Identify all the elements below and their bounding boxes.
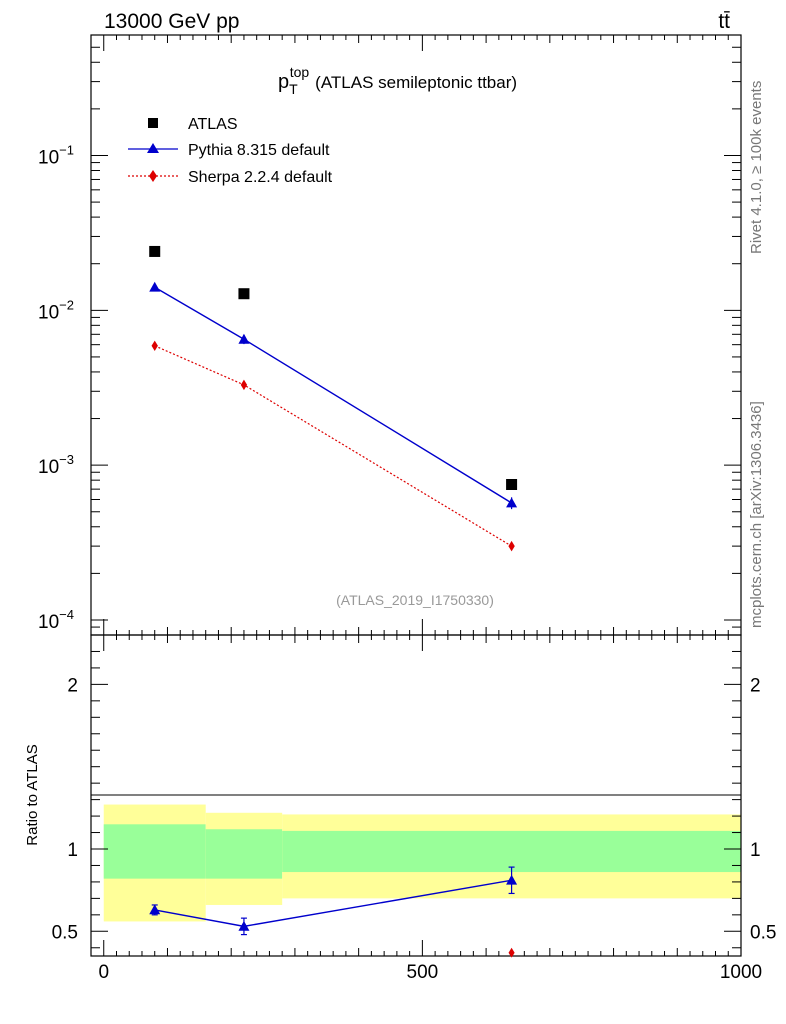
ratio-band-green [103,824,206,879]
ratio-band-green [282,830,741,873]
sherpa-ratio-point [508,947,515,958]
title-subscript: T [289,81,298,97]
main-panel: 10−1 10−2 10−3 10−4 pTtop (ATLAS semileptoni… [38,34,742,636]
xtick-label: 1000 [720,962,762,983]
ratio-ytick-label-right: 0.5 [750,922,776,943]
ratio-axis-ticks [91,634,742,956]
legend: ATLAS Pythia 8.315 default Sherpa 2.2.4 … [128,116,333,186]
main-series [149,245,518,552]
xtick-label: 0 [98,962,109,983]
pythia-ratio-point [149,904,161,915]
ratio-bands [103,804,741,922]
pythia-ratio-point [506,874,518,885]
atlas-data-point [506,479,518,491]
process-label: tt̄ [718,10,730,33]
main-ytick-label: 10−2 [38,297,74,323]
title-superscript: top [290,64,310,80]
legend-atlas-label: ATLAS [188,116,238,133]
pythia-point [238,333,250,344]
rivet-version-label: Rivet 4.1.0, ≥ 100k events [748,81,765,254]
plot-title: pTtop (ATLAS semileptonic ttbar) [278,64,517,97]
main-ytick-labels: 10−1 10−2 10−3 10−4 [38,142,74,633]
title-main: p [278,71,289,93]
atlas-data-point [149,245,161,257]
legend-sherpa-label: Sherpa 2.2.4 default [188,169,333,186]
ratio-ytick-label-left: 1 [67,840,78,861]
sherpa-line [154,345,512,547]
ratio-panel-frame [90,634,742,957]
ratio-ytick-label-right: 2 [750,675,761,696]
ratio-xtick-labels: 0 500 1000 [98,962,762,983]
sherpa-point [151,340,158,352]
collision-energy-label: 13000 GeV pp [104,10,239,33]
atlas-data-point [238,288,250,300]
mcplots-reference-label: mcplots.cern.ch [arXiv:1306.3436] [748,401,765,628]
analysis-watermark: (ATLAS_2019_I1750330) [336,592,494,608]
ratio-ytick-label-left: 2 [67,675,78,696]
sherpa-point [508,540,515,552]
main-ytick-label: 10−1 [38,142,74,168]
pythia-point [506,497,518,508]
ratio-ytick-label-left: 0.5 [52,922,78,943]
pythia-line [154,286,512,504]
pythia-point [149,281,161,292]
legend-pythia-label: Pythia 8.315 default [188,142,330,159]
legend-sherpa-marker [149,170,157,182]
legend-atlas-marker [148,118,158,128]
xtick-label: 500 [407,962,439,983]
ratio-series [149,866,518,958]
legend-pythia-marker [147,143,159,153]
title-rest: (ATLAS semileptonic ttbar) [315,73,517,92]
ratio-panel: 2 2 1 1 0.5 0.5 0 500 1000 Ratio to ATLAS [24,634,777,983]
main-axis-ticks [91,35,742,636]
main-ytick-label: 10−3 [38,452,74,478]
ratio-ytick-label-right: 1 [750,840,761,861]
ratio-ytick-labels: 2 2 1 1 0.5 0.5 [52,675,777,943]
ratio-ylabel: Ratio to ATLAS [24,744,41,845]
pythia-ratio-point [238,920,250,931]
main-ytick-label: 10−4 [38,607,74,633]
sherpa-point [240,379,248,391]
ratio-band-green [205,829,283,879]
